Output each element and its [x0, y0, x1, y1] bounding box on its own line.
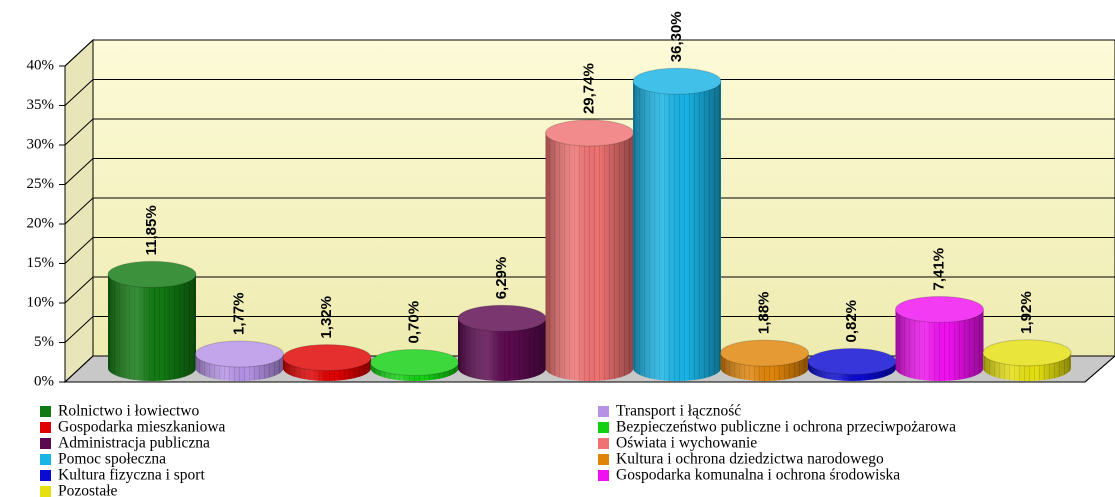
cylinder-top [195, 340, 284, 368]
y-tick-label: 5% [34, 334, 54, 350]
value-label: 36,30% [668, 11, 685, 62]
cylinder-top-shine [983, 339, 1071, 366]
legend-swatch [40, 422, 51, 433]
y-tick-label: 40% [27, 57, 55, 73]
bar [545, 119, 634, 381]
legend-label: Kultura i ochrona dziedzictwa narodowego [616, 451, 884, 468]
bars: 11,85% 1,77% 1,32% 0,70% 6,29% 29,74% 36,30% 1,… [107, 11, 1072, 381]
legend-swatch [598, 422, 609, 433]
value-label: 29,74% [580, 63, 597, 114]
legend-swatch [598, 454, 609, 465]
bar [807, 348, 897, 381]
legend-swatch [40, 454, 51, 465]
legend-swatch [40, 470, 51, 481]
grid-line [64, 39, 1115, 67]
grid-line [64, 316, 1115, 343]
cylinder-shade [545, 133, 634, 381]
bar [457, 304, 547, 381]
legend-swatch [598, 438, 609, 449]
value-label: 11,85% [143, 205, 160, 255]
y-tick-label: 30% [27, 136, 55, 152]
y-tick-label: 35% [27, 97, 55, 113]
cylinder-shade [458, 318, 546, 381]
cylinder-shade [108, 274, 196, 381]
cylinder-top-shine [720, 340, 809, 367]
legend-label: Administracja publiczna [58, 435, 210, 452]
value-label: 0,70% [405, 301, 422, 344]
cylinder-shade [633, 81, 721, 381]
y-tick-label: 25% [27, 176, 55, 192]
cylinder-top-shine [283, 344, 371, 371]
cylinder-shade [895, 309, 984, 381]
grid-line [64, 158, 1115, 185]
bar [632, 67, 722, 381]
grid-line [64, 118, 1115, 146]
bar [282, 344, 372, 381]
grid-line [64, 197, 1115, 225]
cylinder-top [282, 344, 372, 372]
value-label: 7,41% [930, 248, 947, 291]
y-tick-label: 20% [27, 215, 55, 231]
value-label: 1,88% [755, 292, 772, 335]
bar [720, 339, 809, 381]
value-label: 6,29% [493, 257, 510, 300]
cylinder-top [982, 339, 1072, 367]
cylinder-top [720, 339, 809, 367]
value-label: 1,32% [318, 296, 335, 339]
cylinder-top [107, 260, 197, 288]
y-tick-label: 15% [27, 255, 55, 271]
legend-label: Transport i łączność [616, 403, 741, 420]
cylinder-top-shine [458, 305, 546, 332]
value-label: 1,92% [1018, 291, 1035, 334]
grid: 0% 5% 10% 15% 20% 25% 30% 35% 40% [27, 39, 1115, 389]
bar [982, 339, 1072, 381]
legend-swatch [40, 486, 51, 497]
legend-label: Gospodarka mieszkaniowa [58, 419, 226, 436]
legend-label: Bezpieczeństwo publiczne i ochrona przec… [616, 419, 956, 436]
cylinder-top [895, 295, 984, 323]
cylinder-top-shine [108, 261, 196, 288]
cylinder-top-shine [195, 341, 284, 368]
bar [195, 340, 284, 381]
bar [370, 348, 459, 381]
bar [895, 295, 984, 381]
legend-label: Oświata i wychowanie [616, 435, 757, 452]
y-tick-label: 10% [27, 294, 55, 310]
legend-swatch [40, 406, 51, 417]
legend-label: Pomoc społeczna [58, 451, 166, 468]
grid-line [64, 79, 1115, 106]
legend-swatch [598, 406, 609, 417]
legend-label: Gospodarka komunalna i ochrona środowisk… [616, 467, 900, 484]
grid-line [64, 237, 1115, 264]
grid-line [64, 276, 1115, 304]
bar [107, 260, 197, 381]
floor-edge [1084, 355, 1115, 383]
cylinder-top-shine [633, 68, 721, 95]
cylinder-top-shine [895, 296, 984, 323]
legend: Rolnictwo i łowiectwo Transport i łącznoś… [40, 403, 956, 497]
legend-label: Kultura fizyczna i sport [58, 467, 205, 484]
cylinder-top-shine [545, 120, 634, 147]
legend-label: Pozostałe [58, 483, 118, 497]
legend-swatch [40, 438, 51, 449]
cylinder-top-shine [808, 348, 896, 375]
legend-label: Rolnictwo i łowiectwo [58, 403, 199, 420]
value-label: 0,82% [843, 300, 860, 343]
cylinder-top [632, 67, 722, 95]
cylinder-top-shine [370, 349, 459, 376]
legend-swatch [598, 470, 609, 481]
y-tick-label: 0% [34, 373, 54, 389]
value-label: 1,77% [230, 292, 247, 335]
